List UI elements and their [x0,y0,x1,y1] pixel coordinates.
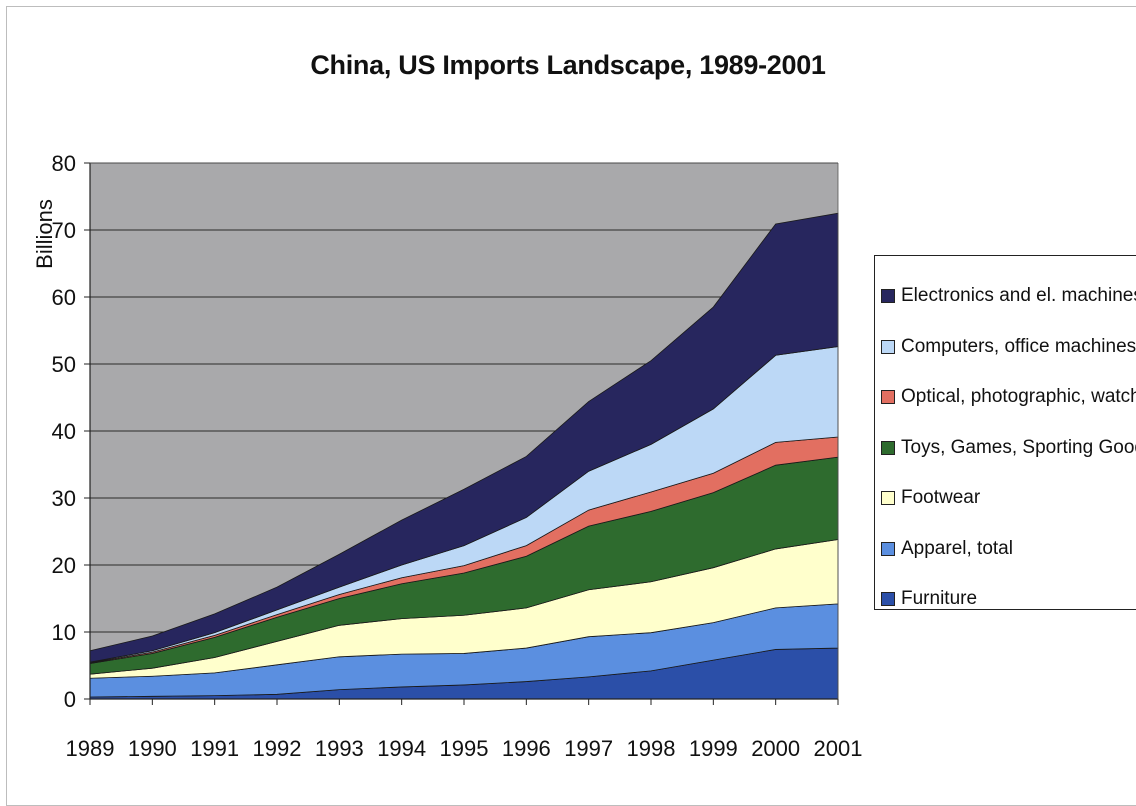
x-tick-label: 1989 [66,736,115,761]
legend: Electronics and el. machines Computers, o… [874,255,1136,610]
legend-label: Electronics and el. machines [901,285,1136,307]
x-tick-label: 1999 [689,736,738,761]
legend-swatch [881,390,895,405]
x-tick-label: 1991 [190,736,239,761]
legend-label: Footwear [901,487,981,509]
y-tick-label: 10 [52,620,76,645]
legend-label: Toys, Games, Sporting Goods [901,436,1136,458]
y-tick-label: 80 [52,151,76,176]
x-tick-label: 2001 [814,736,863,761]
x-tick-label: 1992 [253,736,302,761]
x-tick-label: 1993 [315,736,364,761]
y-tick-label: 40 [52,419,76,444]
y-tick-label: 0 [64,687,76,712]
legend-item-footwear: Footwear [881,473,1136,524]
legend-item-apparel-total: Apparel, total [881,524,1136,575]
x-tick-label: 1990 [128,736,177,761]
legend-label: Apparel, total [901,537,1013,559]
legend-label: Computers, office machines [901,335,1136,357]
x-tick-label: 2000 [751,736,800,761]
legend-swatch [881,592,895,607]
y-tick-label: 30 [52,486,76,511]
y-tick-label: 50 [52,352,76,377]
legend-swatch [881,440,895,455]
x-tick-label: 1994 [377,736,426,761]
legend-item-furniture: Furniture [881,574,1136,625]
legend-swatch [881,491,895,506]
legend-swatch [881,339,895,354]
legend-swatch [881,541,895,556]
x-tick-label: 1995 [440,736,489,761]
y-tick-label: 60 [52,285,76,310]
legend-label: Furniture [901,588,978,610]
legend-label: Optical, photographic, watches [901,386,1136,408]
x-tick-label: 1996 [502,736,551,761]
x-tick-label: 1998 [627,736,676,761]
legend-swatch [881,289,895,304]
y-tick-label: 20 [52,553,76,578]
y-tick-label: 70 [52,218,76,243]
legend-item-electronics-and-el-machines: Electronics and el. machines [881,271,1136,322]
legend-item-toys-games-sporting-goods: Toys, Games, Sporting Goods [881,423,1136,474]
x-tick-label: 1997 [564,736,613,761]
y-axis-label: Billions [32,199,57,269]
legend-item-computers-office-machines: Computers, office machines [881,322,1136,373]
chart-title: China, US Imports Landscape, 1989-2001 [310,50,826,80]
legend-item-optical-photographic-watches: Optical, photographic, watches [881,372,1136,423]
